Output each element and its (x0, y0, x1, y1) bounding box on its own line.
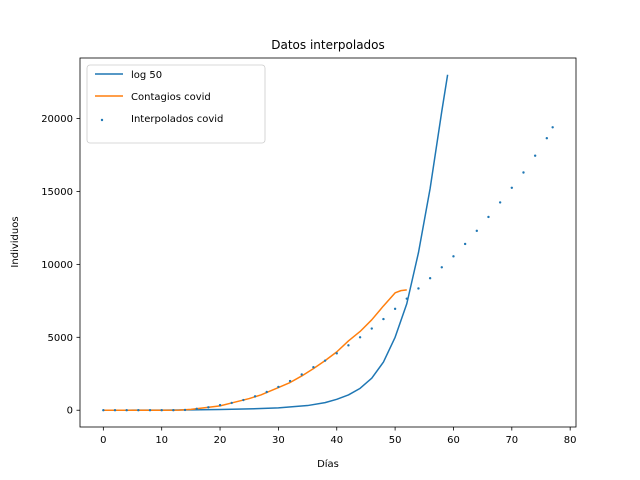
data-point (382, 317, 385, 321)
x-tick-label: 10 (155, 435, 168, 446)
data-point (195, 407, 198, 410)
data-point (312, 366, 315, 369)
x-tick-label: 70 (505, 435, 518, 446)
legend-label: Contagios covid (131, 92, 211, 103)
data-point (370, 327, 373, 330)
data-point (393, 307, 397, 311)
legend-item: Contagios covid (95, 92, 211, 103)
x-tick-label: 30 (272, 435, 285, 446)
x-tick-label: 60 (447, 435, 460, 446)
ticks: 0 10 20 30 40 50 60 70 80 0 5000 10000 15000 20000 (41, 114, 576, 446)
x-tick-label: 0 (100, 435, 106, 446)
y-tick-label: 0 (67, 406, 73, 417)
data-point (183, 408, 187, 412)
data-point (522, 171, 525, 174)
data-point (253, 395, 257, 398)
legend-box (86, 64, 266, 144)
data-point (475, 229, 478, 233)
x-tick-label: 40 (330, 435, 343, 446)
data-point (113, 409, 117, 412)
data-point (265, 390, 268, 394)
y-tick-label: 10000 (41, 260, 73, 271)
data-point (440, 266, 443, 269)
legend: log 50 Contagios covid Interpolados covid (86, 64, 266, 144)
y-tick-label: 5000 (48, 333, 73, 344)
data-point (487, 215, 490, 219)
data-point (230, 401, 233, 405)
series-0 (103, 74, 449, 411)
data-point (452, 255, 455, 258)
series-line-1 (103, 289, 407, 411)
data-point (545, 137, 549, 140)
data-point (277, 385, 280, 389)
data-point (358, 336, 362, 339)
plot-area (102, 74, 554, 412)
data-point (148, 409, 152, 412)
data-point (218, 403, 222, 407)
data-point (102, 409, 105, 412)
series-line-0 (103, 74, 449, 411)
data-point (428, 277, 432, 280)
y-tick-label: 20000 (41, 114, 73, 125)
data-point (405, 297, 408, 300)
data-point (510, 186, 514, 190)
x-tick-label: 80 (564, 435, 577, 446)
data-point (288, 379, 292, 383)
data-point (137, 409, 140, 412)
data-point (242, 398, 245, 402)
y-tick-label: 15000 (41, 187, 73, 198)
data-point (533, 154, 537, 157)
legend-label: Interpolados covid (131, 114, 223, 125)
x-tick-label: 20 (214, 435, 227, 446)
data-point (172, 409, 175, 412)
x-axis-label: Días (317, 458, 339, 470)
data-point (498, 201, 502, 204)
data-point (417, 287, 420, 290)
legend-label: log 50 (131, 70, 162, 81)
axes-frame (79, 57, 577, 428)
legend-marker-swatch (100, 118, 104, 122)
series-1 (103, 289, 407, 411)
data-point (160, 409, 163, 412)
data-point (335, 352, 338, 355)
legend-item: Interpolados covid (100, 114, 223, 125)
legend-item: log 50 (95, 70, 162, 81)
series-2 (102, 126, 554, 412)
data-point (300, 373, 303, 376)
data-point (125, 409, 128, 412)
y-axis-label: Individuos (10, 216, 21, 267)
data-point (207, 406, 210, 409)
data-point (463, 242, 467, 246)
data-point (323, 359, 327, 362)
chart-title: Datos interpolados (271, 38, 385, 52)
x-tick-label: 50 (389, 435, 402, 446)
data-point (347, 344, 350, 347)
data-point (551, 126, 554, 129)
